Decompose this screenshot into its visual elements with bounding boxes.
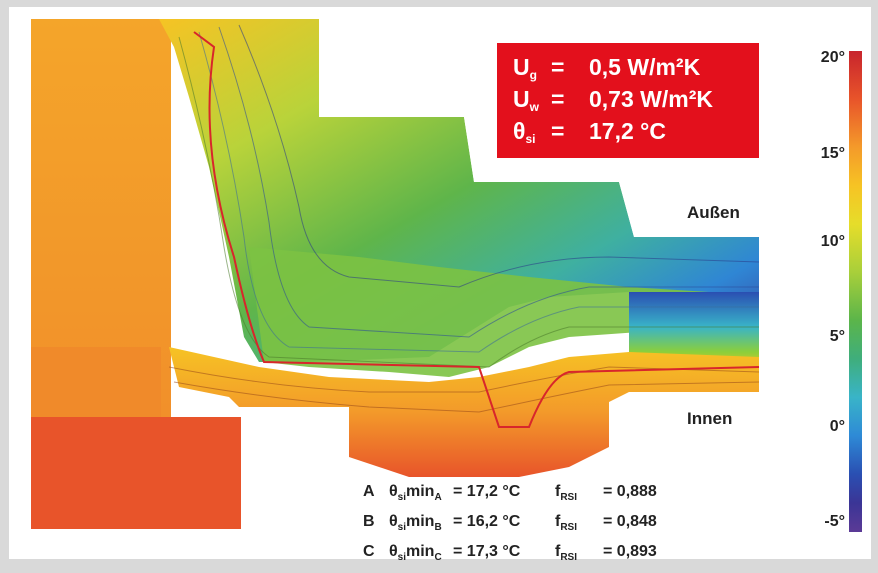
isotherm-lines (168, 24, 760, 413)
result-frsi-value: = 0,893 (603, 543, 657, 560)
wall-hot-region (31, 417, 241, 529)
result-point: C (363, 543, 375, 560)
u-value-box: Ug = 0,5 W/m²K Uw = 0,73 W/m²K θsi = 17,2 °C (497, 43, 759, 158)
result-f-sub: RSI (560, 492, 577, 503)
wall-lower-region (31, 347, 161, 417)
result-min: min (406, 543, 435, 560)
result-f: f (555, 543, 561, 560)
info-row-theta: θsi = 17,2 °C (513, 115, 759, 147)
result-theta: θ (389, 513, 398, 530)
info-value: 0,5 W/m²K (589, 54, 701, 80)
info-symbol: U (513, 54, 530, 80)
result-min: min (406, 513, 435, 530)
label-inside: Innen (687, 409, 733, 428)
result-temperature: = 17,3 °C (453, 543, 521, 560)
info-symbol: U (513, 86, 530, 112)
info-equals: = (551, 54, 565, 80)
info-value: 0,73 W/m²K (589, 86, 713, 112)
info-equals: = (551, 86, 565, 112)
sill-warm-region (169, 347, 759, 477)
result-temperature: = 16,2 °C (453, 513, 521, 530)
scale-tick: 5° (829, 328, 845, 345)
frame-core-region (249, 247, 709, 377)
result-f: f (555, 483, 561, 500)
result-min-sub: B (434, 522, 442, 533)
result-frsi-value: = 0,888 (603, 483, 657, 500)
scale-tick: 15° (820, 145, 845, 162)
result-theta-sub: si (397, 552, 406, 563)
result-temperature: = 17,2 °C (453, 483, 521, 500)
result-point: A (363, 483, 375, 500)
scale-tick: 10° (820, 233, 845, 250)
result-theta: θ (389, 543, 398, 560)
info-subscript: w (529, 100, 539, 114)
result-f-sub: RSI (560, 552, 577, 563)
result-frsi-value: = 0,848 (603, 513, 657, 530)
result-theta-sub: si (397, 522, 406, 533)
info-row-uw: Uw = 0,73 W/m²K (513, 83, 759, 115)
result-min-sub: A (434, 492, 442, 503)
result-theta: θ (389, 483, 398, 500)
info-equals: = (551, 118, 565, 144)
info-value: 17,2 °C (589, 118, 666, 144)
cutout-bottom (349, 477, 689, 559)
color-scale-bar (849, 51, 862, 532)
info-row-ug: Ug = 0,5 W/m²K (513, 51, 759, 83)
scale-tick: 0° (829, 418, 845, 435)
result-min: min (406, 483, 435, 500)
figure-panel: Ug = 0,5 W/m²K Uw = 0,73 W/m²K θsi = 17,2 °C A… (9, 7, 871, 563)
cutout-left (241, 407, 349, 559)
scale-tick: 20° (820, 49, 845, 66)
label-outside: Außen (687, 203, 740, 222)
result-f: f (555, 513, 561, 530)
scale-tick: -5° (824, 513, 845, 530)
cutout-right (629, 392, 871, 477)
result-f-sub: RSI (560, 522, 577, 533)
result-theta-sub: si (397, 492, 406, 503)
info-symbol: θ (513, 118, 526, 144)
critical-isotherm-line (193, 31, 760, 428)
result-point: B (363, 513, 375, 530)
result-min-sub: C (434, 552, 442, 563)
info-subscript: g (529, 68, 537, 82)
info-subscript: si (525, 132, 536, 146)
